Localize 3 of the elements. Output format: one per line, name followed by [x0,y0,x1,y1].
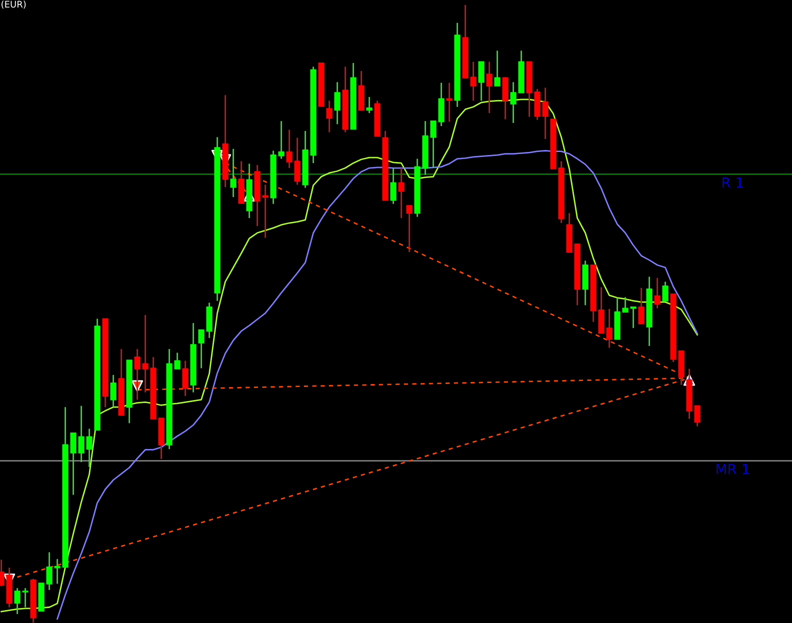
chart-title: (EUR) [2,0,26,9]
ref-line-label: R 1 [722,177,743,188]
ref-line-label: MR 1 [716,464,749,474]
